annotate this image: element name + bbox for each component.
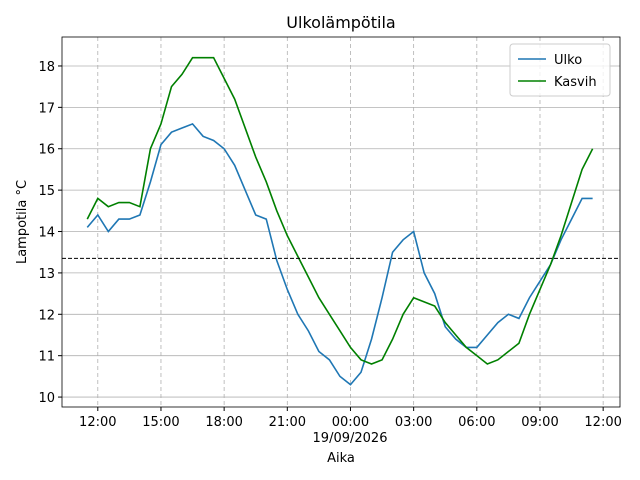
y-axis-label: Lampotila °C	[15, 180, 30, 264]
legend-label: Ulko	[554, 53, 582, 68]
y-tick-label: 18	[38, 60, 55, 75]
x-tick-label: 00:00	[332, 415, 369, 430]
y-tick-label: 12	[38, 308, 55, 323]
x-axis-label: Aika	[327, 451, 355, 466]
y-tick-label: 16	[38, 143, 55, 158]
x-tick-label: 12:00	[79, 415, 116, 430]
data-line	[86, 122, 593, 386]
x-tick-label: 15:00	[142, 415, 179, 430]
x-tick-label: 21:00	[269, 415, 306, 430]
legend-box	[509, 43, 611, 97]
x-tick-label: 09:00	[521, 415, 558, 430]
y-tick-label: 10	[38, 391, 55, 406]
axes-frame	[61, 36, 621, 408]
chart-title: Ulkolämpötila	[286, 13, 395, 32]
y-tick-label: 15	[38, 184, 55, 199]
y-tick-label: 14	[38, 226, 55, 241]
x-tick-label: 12:00	[584, 415, 621, 430]
x-tick-label: 06:00	[458, 415, 495, 430]
y-tick-label: 13	[38, 267, 55, 282]
y-tick-label: 11	[38, 350, 55, 365]
x-tick-label: 03:00	[395, 415, 432, 430]
x-date-label: 19/09/2026	[313, 431, 388, 446]
x-tick-label: 18:00	[205, 415, 242, 430]
legend-label: Kasvih	[554, 75, 597, 90]
y-tick-label: 17	[38, 101, 55, 116]
data-line	[86, 56, 594, 365]
